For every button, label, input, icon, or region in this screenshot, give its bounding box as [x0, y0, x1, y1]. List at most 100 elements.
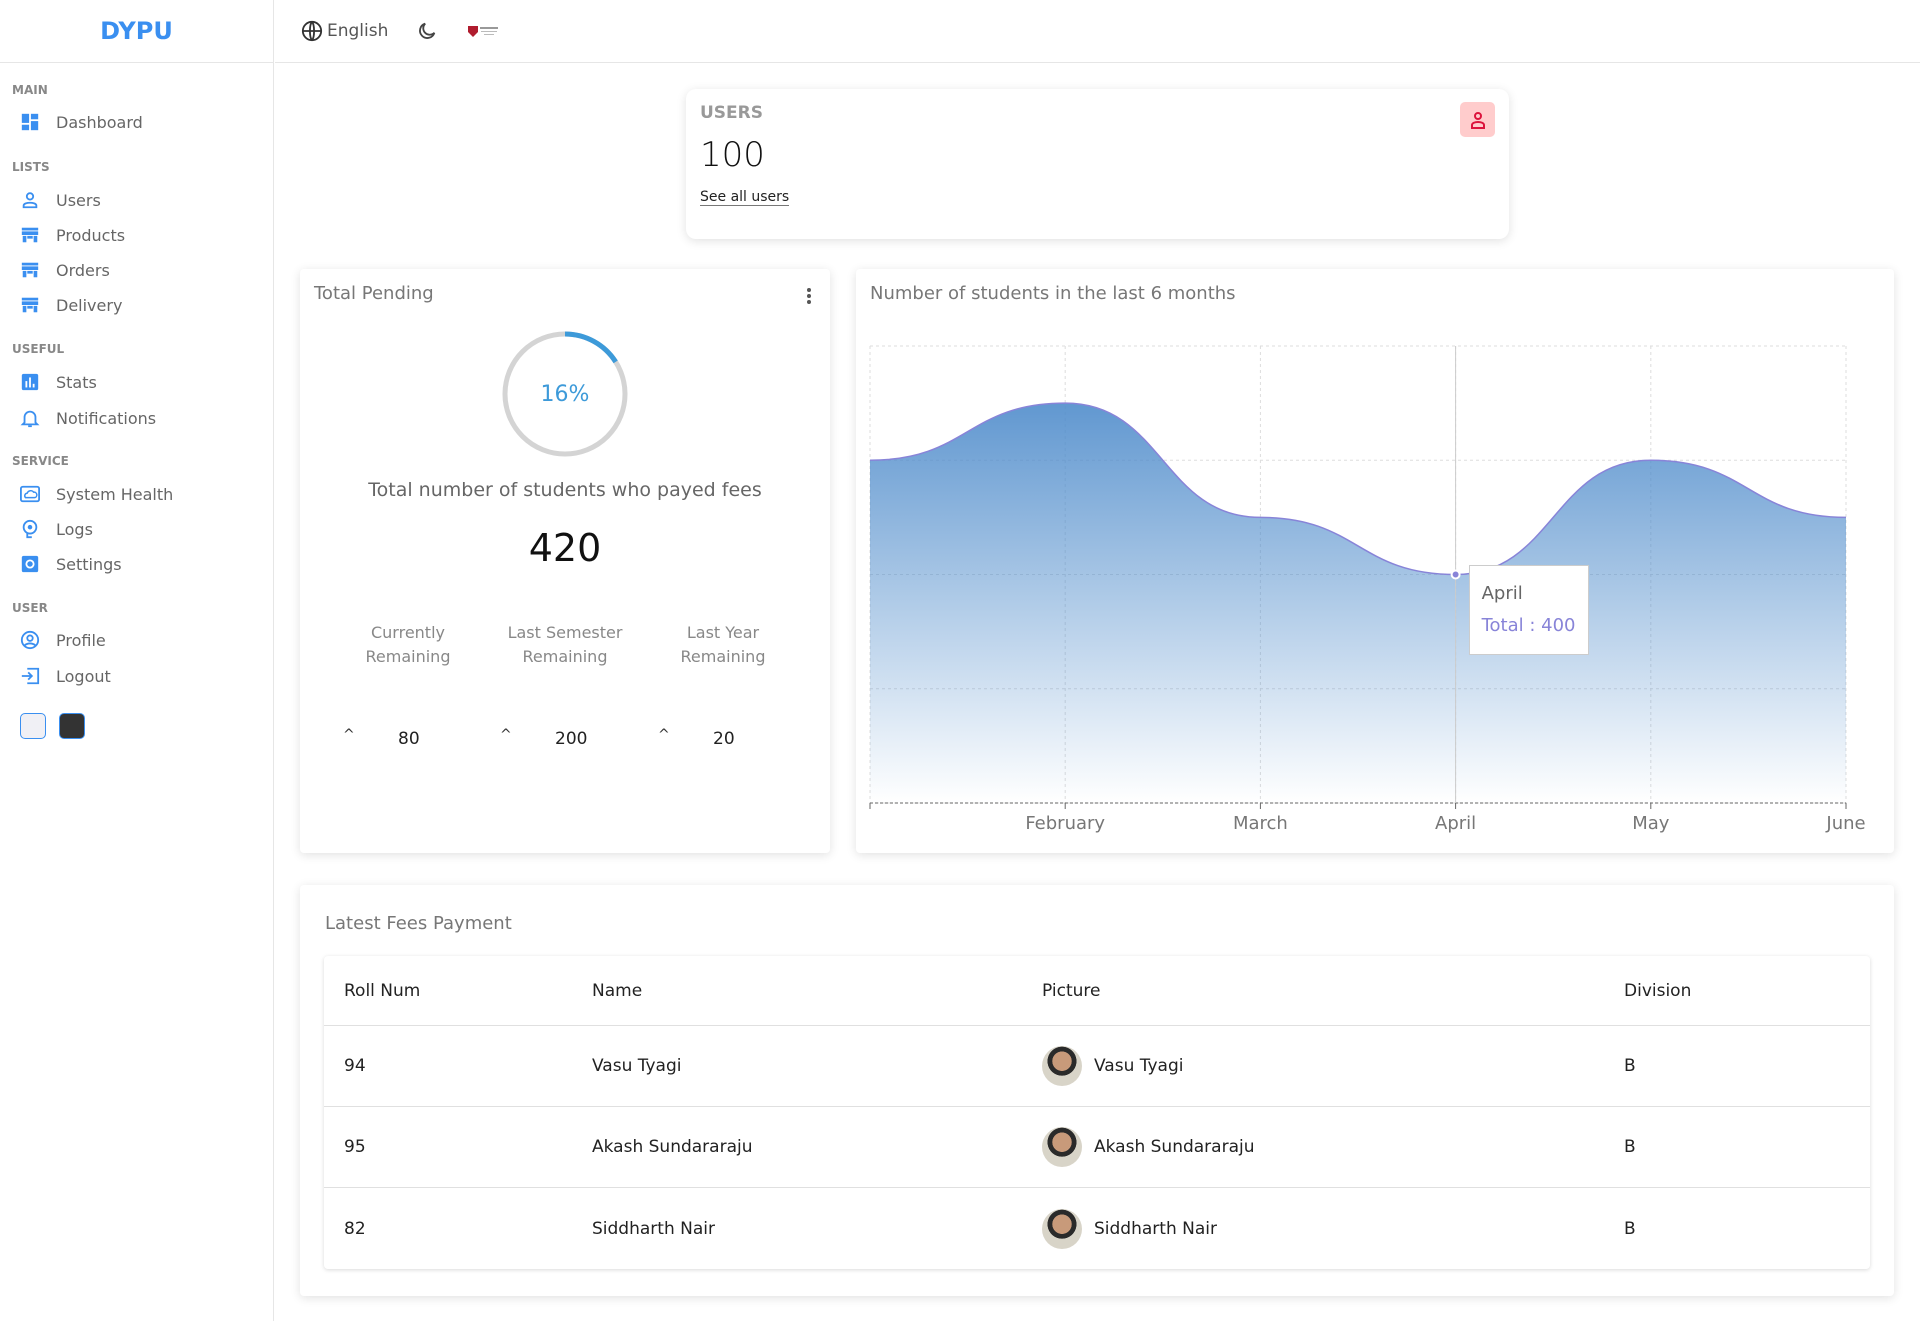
topbar: English	[275, 0, 1920, 63]
total-pending-title: Total Pending	[314, 283, 434, 304]
store-icon	[21, 262, 39, 278]
dark-mode-icon[interactable]	[416, 20, 438, 42]
stat-label-line2: Remaining	[680, 647, 766, 666]
fees-table: Roll Num Name Picture Division 94 Vasu Ty…	[324, 956, 1870, 1269]
sidebar-item-label: Logout	[56, 666, 111, 686]
globe-icon	[301, 20, 323, 42]
picture-name: Akash Sundararaju	[1094, 1137, 1255, 1157]
latest-fees-title: Latest Fees Payment	[325, 913, 512, 934]
dark-theme-button[interactable]	[59, 713, 85, 739]
column-header[interactable]: Name	[592, 980, 643, 1001]
language-selector[interactable]: English	[301, 20, 388, 42]
table-header: Roll Num Name Picture Division	[324, 956, 1870, 1026]
sidebar-item-profile[interactable]: Profile	[20, 628, 106, 652]
stat-label-line2: Remaining	[365, 647, 451, 666]
sidebar-section-title: USEFUL	[12, 342, 65, 356]
stat-value: 80	[398, 729, 420, 749]
sidebar-item-orders[interactable]: Orders	[20, 258, 110, 282]
table-row[interactable]: 94 Vasu Tyagi Vasu Tyagi B	[324, 1026, 1870, 1107]
sidebar-item-delivery[interactable]: Delivery	[20, 293, 122, 317]
sidebar-section-title: SERVICE	[12, 454, 69, 468]
division-cell: B	[1624, 1056, 1636, 1076]
user-icon	[1460, 102, 1495, 137]
stat-label-line2: Remaining	[522, 647, 608, 666]
area-line	[869, 402, 1847, 576]
bell-icon	[20, 410, 40, 428]
sidebar-item-label: Dashboard	[56, 112, 143, 132]
stat-label-line1: Last Year	[686, 623, 760, 642]
column-header[interactable]: Division	[1624, 980, 1692, 1001]
name-cell: Vasu Tyagi	[592, 1056, 682, 1076]
column-header[interactable]: Roll Num	[344, 980, 421, 1001]
chart-tooltip: April Total : 400	[1468, 564, 1589, 655]
user-icon	[22, 192, 38, 209]
sidebar-section-title: LISTS	[12, 160, 50, 174]
progress-percent: 16%	[540, 381, 590, 407]
name-cell: Siddharth Nair	[592, 1218, 715, 1239]
stat-value: 200	[555, 729, 588, 749]
sidebar-item-notifications[interactable]: Notifications	[20, 406, 156, 430]
more-options-icon[interactable]	[806, 287, 812, 305]
chevron-up-icon[interactable]: ^	[343, 727, 355, 743]
sidebar-section-title: MAIN	[12, 83, 48, 97]
see-all-users-link[interactable]: See all users	[700, 189, 790, 206]
progress-ring: 16%	[502, 331, 628, 461]
latest-fees-card: Latest Fees Payment Roll Num Name Pictur…	[300, 885, 1894, 1296]
sidebar-item-users[interactable]: Users	[20, 188, 101, 212]
sidebar-item-label: Products	[56, 225, 126, 245]
stat-label: Last Year Remaining	[653, 621, 793, 669]
picture-name: Vasu Tyagi	[1094, 1056, 1184, 1076]
x-tick-label: April	[1435, 813, 1476, 834]
sidebar-section-title: USER	[12, 601, 48, 615]
sidebar-item-dashboard[interactable]: Dashboard	[20, 110, 143, 134]
sidebar-item-label: Delivery	[56, 295, 123, 315]
sidebar: DYPU MAIN Dashboard LISTS Users Products Orde…	[0, 0, 274, 1321]
cloud-icon	[20, 485, 40, 503]
sidebar-item-stats[interactable]: Stats	[20, 370, 97, 394]
brand-logo[interactable]: DYPU	[0, 0, 273, 63]
sidebar-item-label: Users	[56, 190, 101, 210]
sidebar-item-label: Notifications	[56, 408, 157, 428]
x-tick-label: June	[1825, 813, 1865, 834]
gear-icon	[21, 555, 39, 573]
profile-icon	[20, 630, 40, 650]
sidebar-item-label: Stats	[56, 372, 97, 392]
users-count: 100	[700, 135, 765, 175]
university-logo-icon	[468, 26, 499, 37]
stat-label: Last Semester Remaining	[495, 621, 635, 669]
chevron-up-icon[interactable]: ^	[658, 727, 670, 743]
x-tick-label: February	[1025, 813, 1105, 834]
light-theme-button[interactable]	[20, 713, 46, 739]
chevron-up-icon[interactable]: ^	[500, 727, 512, 743]
users-widget: USERS 100 See all users	[686, 89, 1509, 239]
chart-icon	[21, 373, 39, 391]
sidebar-item-products[interactable]: Products	[20, 223, 125, 247]
table-row[interactable]: 82 Siddharth Nair Siddharth Nair B	[324, 1188, 1870, 1269]
sidebar-item-system-health[interactable]: System Health	[20, 482, 173, 506]
roll-cell: 95	[344, 1137, 366, 1157]
stat-value: 20	[713, 729, 735, 749]
sidebar-item-label: Settings	[56, 554, 122, 574]
active-dot	[1450, 569, 1461, 580]
table-row[interactable]: 95 Akash Sundararaju Akash Sundararaju B	[324, 1107, 1870, 1188]
avatar	[1042, 1208, 1082, 1249]
avatar	[1042, 1127, 1082, 1167]
picture-name: Siddharth Nair	[1094, 1218, 1217, 1239]
roll-cell: 82	[344, 1218, 366, 1239]
chart-title: Number of students in the last 6 months	[870, 283, 1236, 304]
pending-description: Total number of students who payed fees	[368, 479, 762, 501]
division-cell: B	[1624, 1137, 1636, 1157]
area-fill	[870, 403, 1846, 803]
sidebar-item-label: Profile	[56, 630, 106, 650]
total-pending-card: Total Pending 16% Total number of studen…	[300, 269, 830, 853]
tooltip-value: Total : 400	[1481, 614, 1576, 636]
stat-label-line1: Currently	[370, 623, 445, 642]
avatar	[1042, 1046, 1082, 1086]
brain-icon	[22, 519, 38, 539]
sidebar-item-settings[interactable]: Settings	[20, 552, 122, 576]
sidebar-item-logout[interactable]: Logout	[20, 664, 111, 688]
name-cell: Akash Sundararaju	[592, 1137, 753, 1157]
column-header[interactable]: Picture	[1042, 980, 1101, 1001]
sidebar-item-logs[interactable]: Logs	[20, 517, 93, 541]
x-tick-label: May	[1632, 813, 1670, 834]
